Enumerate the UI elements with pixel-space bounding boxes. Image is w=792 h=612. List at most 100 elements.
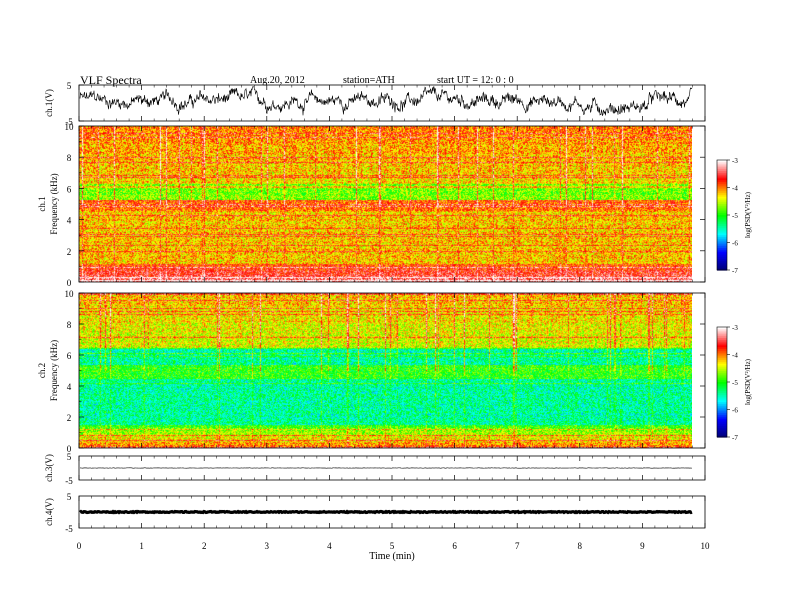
ch2-colorbar-segment <box>717 424 727 427</box>
ch2-colorbar-segment <box>717 380 727 383</box>
ch2-colorbar-segment <box>717 433 727 436</box>
ch1-spectrogram-image <box>79 126 692 282</box>
ch4-ytick-label: -5 <box>65 524 73 534</box>
ch1-colorbar-segment <box>717 176 727 179</box>
ch2-colorbar-segment <box>717 389 727 392</box>
ch1-ytick-label: 5 <box>67 81 72 91</box>
ch2-colorbar-segment <box>717 338 727 341</box>
ch1-colorbar-segment <box>717 237 727 240</box>
station-label: station=ATH <box>343 75 395 86</box>
ch2-colorbar-segment <box>717 347 727 350</box>
ch2-colorbar-segment <box>717 360 727 363</box>
ch1-colorbar-segment <box>717 249 727 253</box>
ch1-colorbar-segment <box>717 264 727 267</box>
start-time-label: start UT = 12: 0 : 0 <box>437 75 514 86</box>
ch1-colorbar-segment <box>717 209 727 212</box>
ch2-freq-tick-label: 10 <box>65 289 75 299</box>
ch1-colorbar-segment <box>717 262 727 266</box>
ch2-colorbar-segment <box>717 411 727 414</box>
ch1-colorbar-tick-label: -6 <box>732 240 738 248</box>
ch1-colorbar-segment <box>717 200 727 203</box>
ch4-ytick-label: 5 <box>67 492 72 502</box>
ch2-colorbar-segment <box>717 394 727 398</box>
ch2-colorbar-segment <box>717 385 727 389</box>
ch1-colorbar-segment <box>717 255 727 258</box>
ch1-colorbar-segment <box>717 233 727 236</box>
ch1-colorbar-segment <box>717 193 727 196</box>
ch2-freq-tick-label: 4 <box>67 382 72 392</box>
ch2-colorbar-segment <box>717 415 727 418</box>
ch1-colorbar-segment <box>717 246 727 249</box>
ch1-colorbar-segment <box>717 183 727 187</box>
ch1-colorbar-segment <box>717 226 727 229</box>
ch1-freq-tick-label: 2 <box>67 247 72 257</box>
ch4-ylabel: ch.4(V) <box>44 498 54 526</box>
ch2-colorbar-tick-label: -7 <box>732 434 738 442</box>
ch1-freq-tick-label: 10 <box>65 122 75 132</box>
ch2-colorbar-segment <box>717 427 727 431</box>
ch2-colorbar-segment <box>717 358 727 361</box>
ch1-colorbar-label: log(PSD(V²/Hz) <box>744 191 752 238</box>
ch1-colorbar-segment <box>717 163 727 167</box>
ch2-colorbar-segment <box>717 327 727 330</box>
ch1-colorbar-segment <box>717 238 727 242</box>
ch2-freq-tick-label: 0 <box>67 444 72 454</box>
ch3-ytick-label: 5 <box>67 452 72 462</box>
x-tick-label: 9 <box>640 541 645 551</box>
ch2-colorbar-segment <box>717 378 727 381</box>
ch2-colorbar-segment <box>717 422 727 425</box>
ch2-colorbar-segment <box>717 405 727 409</box>
ch2-colorbar-segment <box>717 372 727 376</box>
x-tick-label: 6 <box>452 541 457 551</box>
ch1-colorbar-segment <box>717 218 727 222</box>
x-tick-label: 4 <box>327 541 332 551</box>
ch1-colorbar-segment <box>717 213 727 216</box>
ch2-colorbar-segment <box>717 391 727 394</box>
ch2-colorbar-segment <box>717 352 727 356</box>
ch2-colorbar-segment <box>717 332 727 335</box>
ch1-colorbar-segment <box>717 161 727 165</box>
ch1-channel-label: ch.1 <box>37 196 47 211</box>
ch1-colorbar-segment <box>717 160 727 163</box>
ch2-colorbar-tick-label: -3 <box>732 324 738 332</box>
ch1-colorbar-segment <box>717 259 727 262</box>
ch1-colorbar-segment <box>717 172 727 176</box>
ch1-colorbar-tick-label: -4 <box>732 185 738 193</box>
ch1-colorbar-segment <box>717 204 727 207</box>
ch2-freq-label: Frequency (kHz) <box>49 340 59 401</box>
ch1-colorbar-segment <box>717 244 727 247</box>
ch1-colorbar-segment <box>717 169 727 172</box>
x-tick-label: 8 <box>578 541 583 551</box>
ch2-colorbar-segment <box>717 350 727 354</box>
ch2-colorbar-segment <box>717 328 727 332</box>
ch2-freq-tick-label: 8 <box>67 320 72 330</box>
ch2-colorbar-segment <box>717 369 727 372</box>
ch1-colorbar-segment <box>717 220 727 223</box>
ch2-colorbar-segment <box>717 407 727 411</box>
ch2-colorbar-segment <box>717 330 727 334</box>
ch1-freq-tick-label: 6 <box>67 184 72 194</box>
ch1-colorbar-segment <box>717 165 727 168</box>
ch2-channel-label: ch.2 <box>37 363 47 378</box>
ch1-colorbar-segment <box>717 174 727 178</box>
ch1-colorbar-segment <box>717 229 727 233</box>
ch1-ylabel: ch.1(V) <box>44 89 54 117</box>
ch2-colorbar-segment <box>717 416 727 420</box>
ch1-colorbar-segment <box>717 242 727 245</box>
ch2-colorbar-segment <box>717 365 727 368</box>
ch2-colorbar-segment <box>717 418 727 422</box>
ch2-colorbar-segment <box>717 431 727 434</box>
ch1-colorbar-segment <box>717 257 727 260</box>
x-tick-label: 3 <box>265 541 270 551</box>
ch1-colorbar-segment <box>717 231 727 234</box>
ch1-colorbar-segment <box>717 187 727 190</box>
ch2-colorbar-segment <box>717 341 727 345</box>
ch1-colorbar-segment <box>717 202 727 205</box>
ch1-colorbar-segment <box>717 211 727 214</box>
ch1-colorbar-tick-label: -3 <box>732 157 738 165</box>
ch1-colorbar-segment <box>717 240 727 244</box>
ch1-colorbar-tick-label: -5 <box>732 212 738 220</box>
ch2-colorbar-segment <box>717 363 727 367</box>
ch1-colorbar-segment <box>717 251 727 255</box>
ch2-colorbar-segment <box>717 334 727 337</box>
